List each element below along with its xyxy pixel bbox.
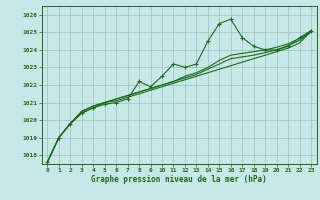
- X-axis label: Graphe pression niveau de la mer (hPa): Graphe pression niveau de la mer (hPa): [91, 175, 267, 184]
